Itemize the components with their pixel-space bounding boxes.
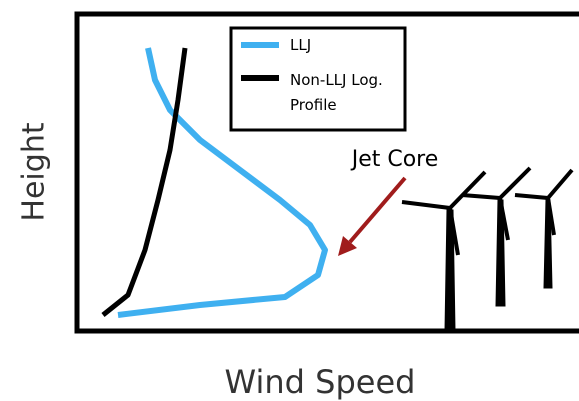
turbine-blade — [498, 197, 510, 241]
legend-label: Non-LLJ Log. Profile — [290, 71, 383, 114]
turbine-blade — [448, 207, 460, 256]
turbine-blade — [546, 197, 556, 236]
llj-curve — [117, 47, 328, 318]
arrow-head — [338, 236, 357, 256]
x-axis-label: Wind Speed — [225, 363, 416, 401]
turbine-blade — [461, 193, 501, 200]
annotation: Jet Core — [350, 147, 439, 172]
plot-frame — [74, 11, 579, 334]
y-axis-label: Height — [17, 122, 52, 221]
turbine-blade — [401, 200, 451, 210]
turbine-blade — [448, 170, 487, 210]
turbine-blade — [546, 168, 574, 200]
legend-label: LLJ — [290, 36, 312, 54]
log-profile-curve — [101, 47, 188, 317]
turbines — [401, 166, 574, 332]
turbine-blade — [514, 193, 549, 200]
arrow — [348, 176, 407, 244]
turbine-blade — [498, 166, 532, 200]
